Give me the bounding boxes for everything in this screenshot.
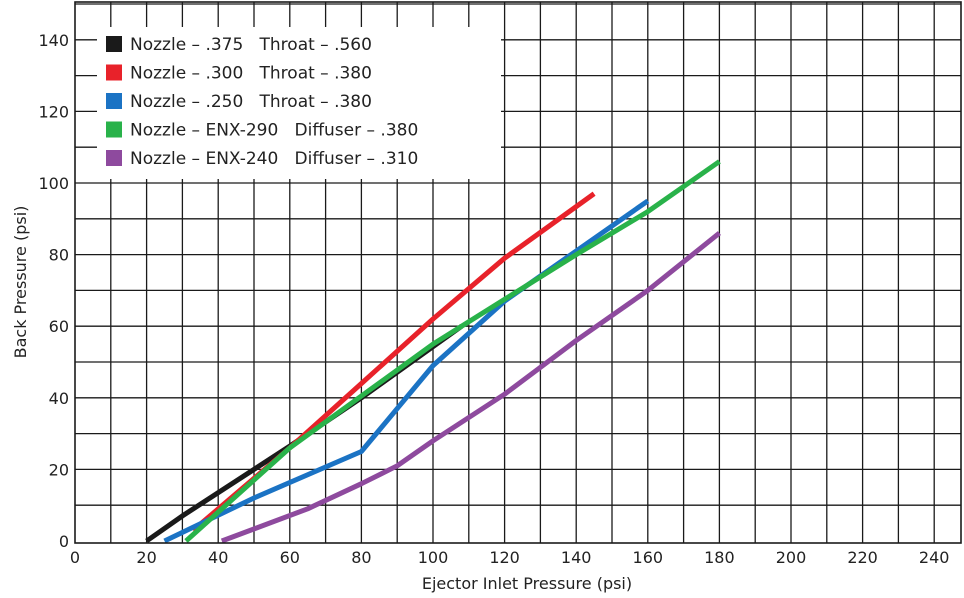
y-axis-title: Back Pressure (psi) — [11, 206, 30, 359]
legend-swatch-1 — [106, 36, 122, 52]
y-tick-label: 120 — [38, 102, 69, 121]
x-tick-label: 180 — [704, 548, 735, 567]
x-tick-label: 200 — [776, 548, 807, 567]
x-tick-label: 160 — [633, 548, 664, 567]
x-tick-label: 220 — [847, 548, 878, 567]
y-tick-label: 20 — [49, 460, 69, 479]
x-tick-label: 60 — [280, 548, 300, 567]
legend-label-5: Nozzle – ENX-240 Diffuser – .310 — [130, 149, 418, 169]
y-tick-label: 80 — [49, 246, 69, 265]
legend-label-1: Nozzle – .375 Throat – .560 — [130, 35, 372, 55]
x-tick-label: 80 — [351, 548, 371, 567]
legend-box — [97, 27, 501, 179]
series-line-4 — [184, 159, 721, 543]
plot-frame — [74, 1, 962, 544]
x-tick-label: 140 — [561, 548, 592, 567]
x-tick-label: 40 — [208, 548, 228, 567]
legend-swatch-4 — [106, 121, 122, 138]
y-tick-label: 100 — [38, 174, 69, 193]
series-line-3 — [163, 198, 650, 544]
legend-swatch-5 — [106, 150, 122, 166]
legend-swatch-3 — [106, 93, 122, 109]
x-tick-label: 100 — [418, 548, 449, 567]
x-tick-label: 120 — [489, 548, 520, 567]
legend-label-4: Nozzle – ENX-290 Diffuser – .380 — [130, 121, 418, 141]
x-axis-title: Ejector Inlet Pressure (psi) — [422, 574, 632, 593]
legend-label-3: Nozzle – .250 Throat – .380 — [130, 92, 372, 112]
legend: Nozzle – .375 Throat – .560 Nozzle – .300… — [97, 27, 501, 179]
x-tick-label: 20 — [136, 548, 156, 567]
y-tick-label: 0 — [59, 532, 69, 551]
legend-swatch-2 — [106, 64, 122, 81]
x-tick-label: 240 — [919, 548, 950, 567]
y-tick-label: 60 — [49, 317, 69, 336]
legend-label-2: Nozzle – .300 Throat – .380 — [130, 64, 372, 84]
ticks: 0 20 40 60 80 100 120 140 160 180 200 220 240 0 20 40 60… — [38, 31, 949, 567]
y-tick-label: 40 — [49, 389, 69, 408]
series-layer — [145, 159, 721, 544]
y-tick-label: 140 — [38, 31, 69, 50]
series-line-5 — [220, 231, 721, 544]
x-tick-label: 0 — [70, 548, 80, 567]
